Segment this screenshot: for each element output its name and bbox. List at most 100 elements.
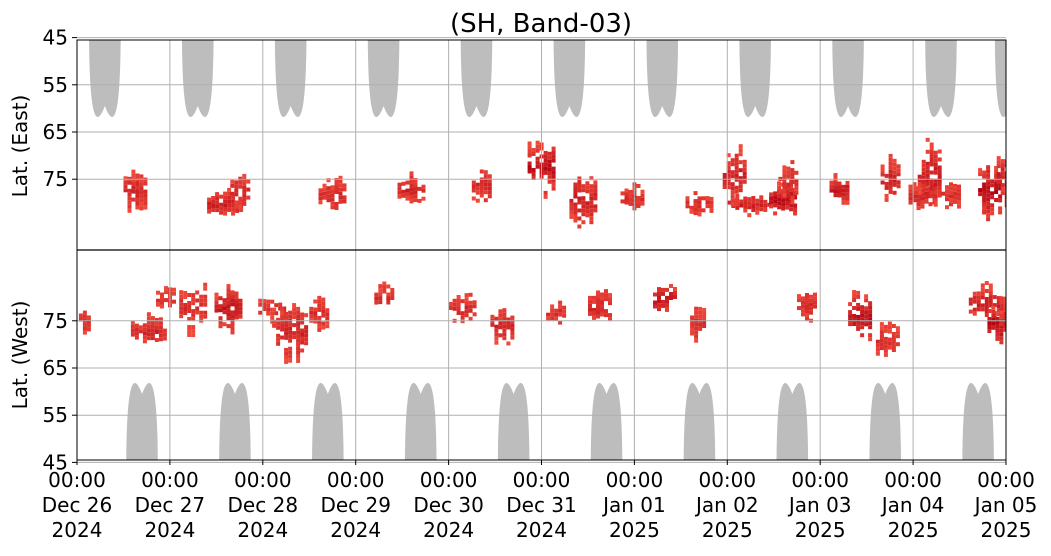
activity-cluster [917, 137, 942, 207]
night-mask-west [404, 383, 437, 460]
x-tick-label: Dec 29 [320, 493, 391, 517]
activity-cluster [130, 312, 167, 344]
activity-cluster [318, 175, 347, 210]
activity-cluster [880, 153, 901, 202]
x-tick-label: 00:00 [141, 468, 199, 492]
night-mask-west [497, 383, 530, 460]
night-mask-west [776, 383, 809, 460]
x-tick-label: 2024 [330, 518, 381, 542]
x-tick-label: Jan 02 [694, 493, 759, 517]
x-tick-label: Dec 31 [506, 493, 577, 517]
night-mask-east [181, 40, 214, 117]
x-tick-label: 2024 [144, 518, 195, 542]
y-axis-label-west: Lat. (West) [8, 301, 32, 410]
activity-cluster [968, 281, 1005, 320]
activity-cluster [848, 290, 873, 342]
activity-cluster [722, 144, 747, 207]
activity-cluster [397, 171, 426, 204]
x-tick-label: 2024 [423, 518, 474, 542]
activity-cluster [941, 182, 961, 210]
y-tick-label-east: 45 [43, 26, 68, 50]
y-tick-label-west: 75 [43, 309, 68, 333]
night-mask-east [646, 40, 679, 117]
x-tick-label: Dec 26 [42, 493, 113, 517]
x-tick-label: Dec 27 [135, 493, 206, 517]
night-mask-west [312, 383, 344, 460]
night-mask-west [683, 383, 716, 460]
y-tick-label-east: 65 [43, 120, 68, 144]
activity-cluster [214, 284, 243, 335]
x-tick-label: 00:00 [48, 468, 106, 492]
activity-cluster [875, 321, 900, 357]
night-mask-east [739, 40, 771, 117]
x-tick-label: 00:00 [884, 468, 942, 492]
x-tick-label: 00:00 [977, 468, 1035, 492]
activity-cluster [569, 176, 598, 229]
x-tick-label: 00:00 [606, 468, 664, 492]
activity-cluster [179, 282, 208, 338]
activity-cluster [448, 292, 477, 324]
x-tick-label: Jan 01 [601, 493, 666, 517]
x-tick-label: 2025 [609, 518, 660, 542]
activity-cluster [620, 182, 645, 211]
plot-area [78, 40, 1006, 460]
activity-cluster [829, 173, 850, 205]
x-tick-label: Jan 04 [880, 493, 945, 517]
x-tick-label: 2025 [981, 518, 1032, 542]
night-mask-west [869, 383, 902, 460]
x-tick-label: 00:00 [791, 468, 849, 492]
activity-cluster [690, 306, 707, 343]
night-mask-west [126, 383, 158, 460]
x-tick-label: 2025 [888, 518, 939, 542]
activity-cluster [588, 289, 612, 322]
activity-cluster [490, 308, 515, 346]
x-tick-label: 2024 [237, 518, 288, 542]
activity-cluster [471, 169, 492, 203]
activity-cluster [309, 295, 330, 332]
night-mask-west [962, 383, 994, 460]
night-mask-east [553, 40, 586, 117]
night-mask-east [89, 40, 121, 117]
activity-cluster [374, 281, 395, 305]
night-mask-east [460, 40, 493, 117]
y-axis-label-east: Lat. (East) [8, 95, 32, 198]
night-mask-east [925, 40, 957, 117]
y-tick-label-east: 55 [43, 73, 68, 97]
activity-cluster [653, 284, 677, 312]
activity-cluster [78, 310, 91, 335]
night-mask-east [274, 40, 307, 117]
x-tick-label: 00:00 [698, 468, 756, 492]
chart-title: (SH, Band-03) [450, 9, 632, 39]
x-tick-label: Jan 03 [787, 493, 852, 517]
x-tick-label: 2024 [52, 518, 103, 542]
x-tick-label: Dec 30 [413, 493, 484, 517]
night-mask-west [590, 383, 623, 460]
activity-cluster [797, 292, 817, 323]
y-tick-label-west: 65 [43, 356, 68, 380]
night-mask-east [994, 40, 1006, 117]
x-tick-label: 2025 [795, 518, 846, 542]
activity-cluster [272, 303, 309, 364]
x-tick-label: 00:00 [234, 468, 292, 492]
night-mask-west [219, 383, 251, 460]
y-tick-label-west: 55 [43, 403, 68, 427]
activity-cluster [156, 286, 176, 309]
x-tick-label: Jan 05 [973, 493, 1038, 517]
x-tick-label: 00:00 [327, 468, 385, 492]
x-tick-label: 2025 [702, 518, 753, 542]
x-tick-label: 00:00 [513, 468, 571, 492]
y-axis-ticks: 45 55 65 75 75 65 55 45 [43, 26, 77, 474]
night-mask-east [367, 40, 400, 117]
x-tick-label: 2024 [516, 518, 567, 542]
y-tick-label-west: 45 [43, 450, 68, 474]
activity-cluster [230, 173, 251, 209]
night-mask-east [832, 40, 864, 117]
activity-cluster [123, 169, 148, 213]
y-tick-label-east: 75 [43, 167, 68, 191]
activity-cluster [778, 160, 799, 205]
activity-cluster [685, 191, 714, 217]
x-tick-label: Dec 28 [228, 493, 299, 517]
x-tick-label: 00:00 [420, 468, 478, 492]
